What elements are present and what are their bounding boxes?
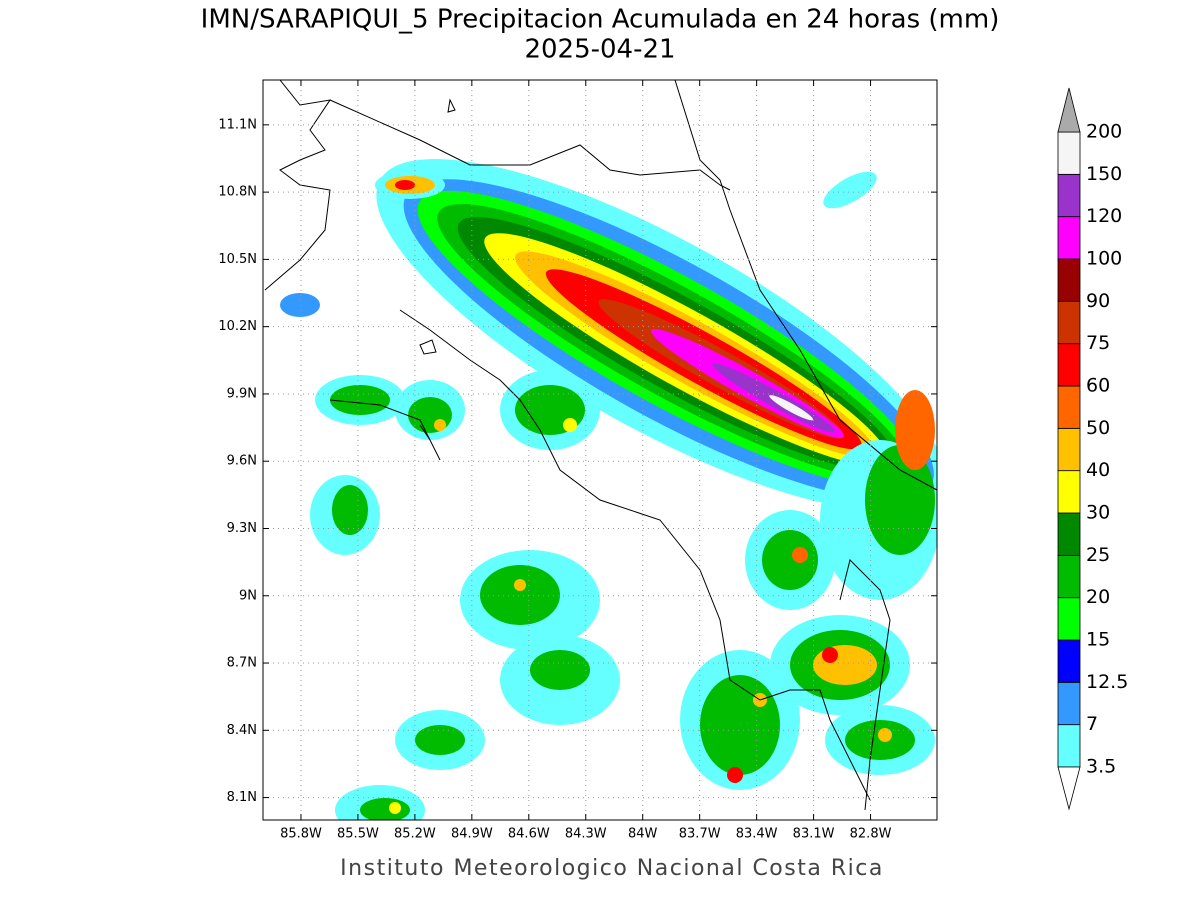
lat-tick-label: 10.2N (218, 319, 257, 334)
map-title: IMN/SARAPIQUI_5 Precipitacion Acumulada … (201, 5, 1000, 35)
lon-tick-label: 82.8W (850, 827, 892, 842)
lon-tick-label: 85.2W (394, 827, 436, 842)
lat-tick-label: 11.1N (218, 117, 257, 132)
colorbar-label: 15 (1086, 629, 1110, 651)
colorbar-band (1057, 343, 1081, 387)
colorbar-label: 120 (1086, 205, 1122, 227)
colorbar-label: 25 (1086, 544, 1110, 566)
lat-tick-label: 8.4N (227, 723, 257, 738)
lat-tick-label: 8.1N (227, 790, 257, 805)
colorbar-label: 20 (1086, 586, 1110, 608)
lat-tick-label: 9.3N (227, 521, 257, 536)
lon-tick-label: 84.9W (451, 827, 493, 842)
colorbar-band (1057, 300, 1081, 345)
colorbar-band (1057, 173, 1081, 218)
colorbar-band (1057, 512, 1081, 556)
colorbar-label: 60 (1086, 375, 1110, 397)
colorbar-band (1057, 385, 1081, 429)
colorbar-band (1057, 258, 1081, 302)
colorbar-label: 12.5 (1086, 671, 1128, 693)
lon-tick-label: 84W (628, 827, 658, 842)
lat-tick-label: 9N (239, 588, 257, 603)
lon-tick-label: 85.5W (337, 827, 379, 842)
colorbar-band (1057, 216, 1081, 260)
colorbar-band (1057, 681, 1081, 726)
colorbar-label: 7 (1086, 713, 1098, 735)
colorbar-label: 30 (1086, 502, 1110, 524)
lat-tick-label: 8.7N (227, 656, 257, 671)
colorbar-band (1057, 724, 1081, 768)
colorbar-band (1057, 470, 1081, 514)
colorbar-band (1057, 639, 1081, 683)
lat-tick-label: 10.8N (218, 185, 257, 200)
map-date: 2025-04-21 (524, 35, 675, 65)
colorbar: 3.5 7 12.5 15 20 25 30 40 50 60 75 90 100 120 150 200 (1057, 87, 1128, 811)
colorbar-label: 90 (1086, 290, 1110, 312)
colorbar-label: 75 (1086, 332, 1110, 354)
lat-tick-label: 9.9N (227, 386, 257, 401)
colorbar-label: 100 (1086, 248, 1122, 270)
colorbar-label: 40 (1086, 459, 1110, 481)
lon-tick-label: 84.6W (508, 827, 550, 842)
lon-tick-label: 85.8W (280, 827, 322, 842)
colorbar-band (1057, 131, 1081, 175)
map-frame (262, 79, 938, 821)
colorbar-label: 50 (1086, 417, 1110, 439)
lon-tick-label: 83.7W (679, 827, 721, 842)
lon-tick-label: 83.1W (793, 827, 835, 842)
colorbar-band (1057, 597, 1081, 641)
graticule: 85.8W 85.5W 85.2W 84.9W 84.6W 84.3W 84W 83.7W 83… (218, 80, 937, 842)
colorbar-label: 200 (1086, 121, 1122, 143)
lat-tick-label: 10.5N (218, 252, 257, 267)
colorbar-under (1057, 766, 1081, 811)
colorbar-over (1057, 87, 1081, 133)
colorbar-label: 150 (1086, 163, 1122, 185)
precip-field (264, 80, 937, 820)
footer: Instituto Meteorologico Nacional Costa R… (340, 856, 884, 881)
lon-tick-label: 83.4W (736, 827, 778, 842)
colorbar-band (1057, 427, 1081, 472)
lon-tick-label: 84.3W (565, 827, 607, 842)
colorbar-label: 3.5 (1086, 756, 1116, 778)
lat-tick-label: 9.6N (227, 454, 257, 469)
colorbar-band (1057, 554, 1081, 599)
